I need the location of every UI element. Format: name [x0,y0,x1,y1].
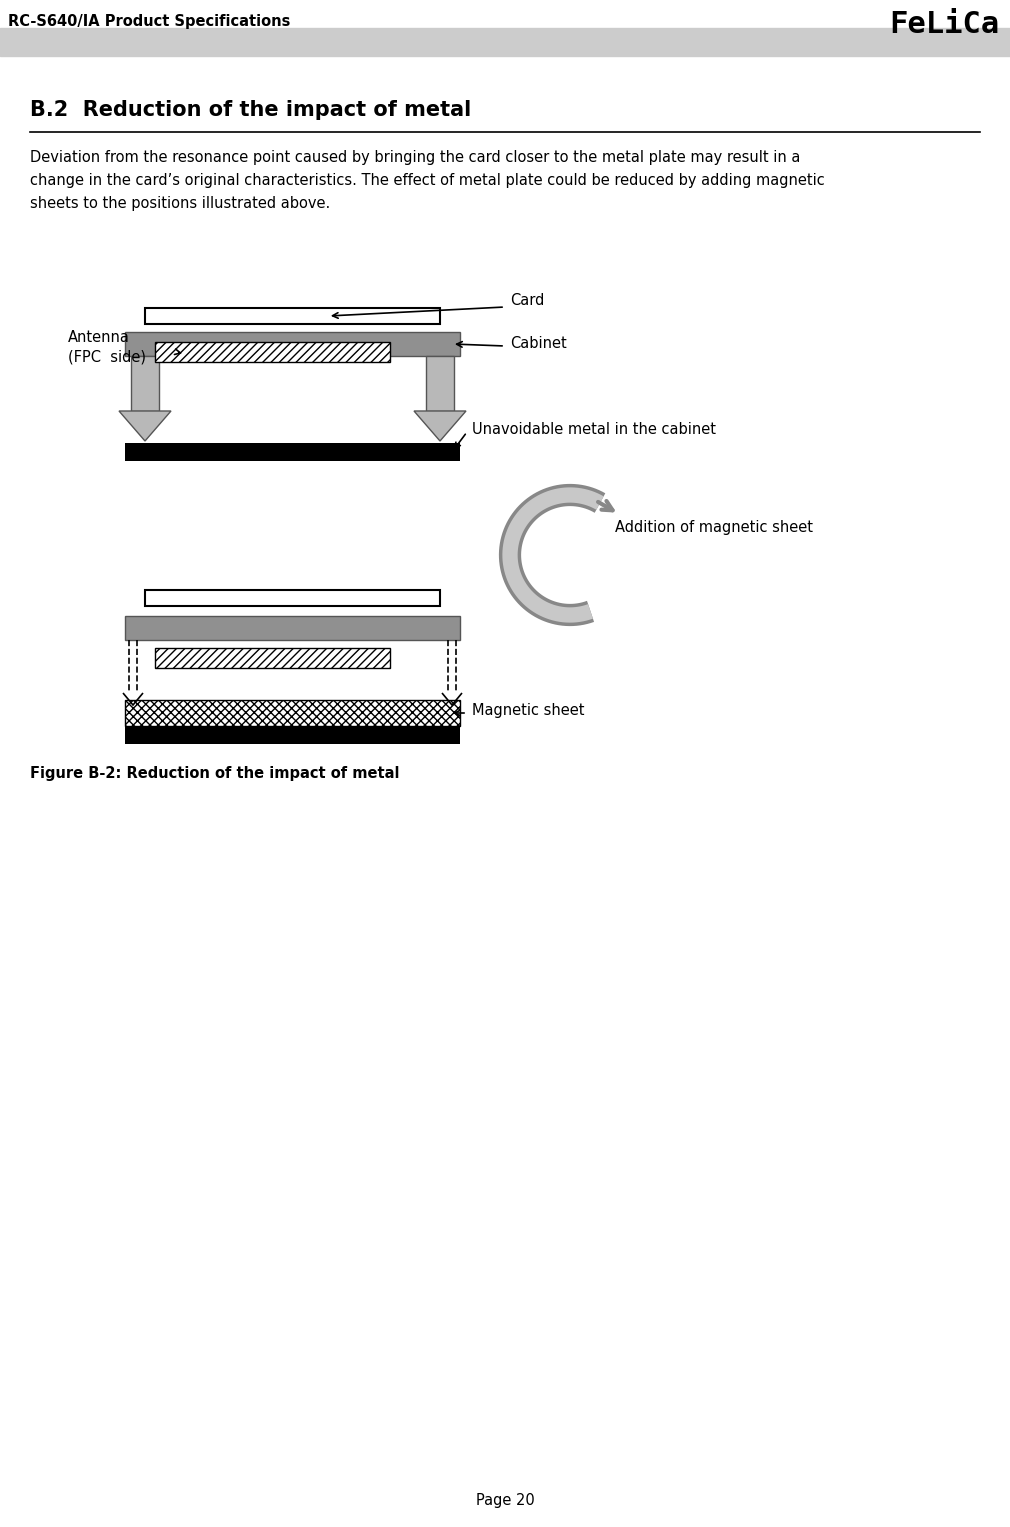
Bar [131,356,159,411]
Bar [125,443,460,461]
Text: Antenna
(FPC  side): Antenna (FPC side) [68,330,146,365]
Text: Cabinet: Cabinet [510,336,567,351]
Text: Deviation from the resonance point caused by bringing the card closer to the met: Deviation from the resonance point cause… [30,150,825,211]
Bar [125,725,460,744]
Text: B.2  Reduction of the impact of metal: B.2 Reduction of the impact of metal [30,99,472,121]
Text: FeLiCa: FeLiCa [890,11,1000,40]
Bar [145,589,440,606]
Bar [426,356,454,411]
Bar [125,699,460,725]
Text: Figure B-2: Reduction of the impact of metal: Figure B-2: Reduction of the impact of m… [30,767,400,780]
Text: Unavoidable metal in the cabinet: Unavoidable metal in the cabinet [472,421,716,437]
Polygon shape [414,411,466,441]
Bar [0,27,1010,56]
Bar [155,342,390,362]
Text: Magnetic sheet: Magnetic sheet [472,702,585,718]
Polygon shape [119,411,171,441]
Text: Page 20: Page 20 [476,1493,534,1509]
Text: RC-S640/IA Product Specifications: RC-S640/IA Product Specifications [8,14,291,29]
Text: Card: Card [510,293,544,308]
Bar [155,647,390,667]
Bar [125,615,460,640]
Bar [125,331,460,356]
Bar [145,308,440,324]
Text: Addition of magnetic sheet: Addition of magnetic sheet [615,521,813,534]
